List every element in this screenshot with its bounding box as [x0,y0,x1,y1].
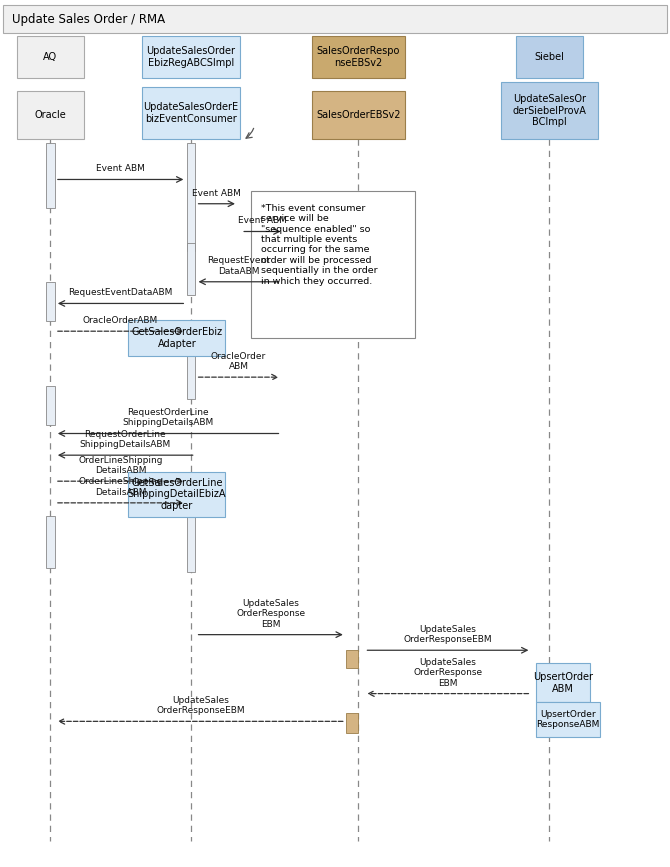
Text: *This event consumer
service will be
"sequence enabled" so
that multiple events
: *This event consumer service will be "se… [261,204,378,285]
Text: SalesOrderRespo
nseEBSv2: SalesOrderRespo nseEBSv2 [317,47,400,68]
FancyBboxPatch shape [186,143,196,251]
Text: SalesOrderEBSv2: SalesOrderEBSv2 [316,110,401,120]
Text: UpdateSalesOrder
EbizRegABCSImpl: UpdateSalesOrder EbizRegABCSImpl [147,47,235,68]
FancyBboxPatch shape [516,36,583,78]
Text: UpdateSales
OrderResponse
EBM: UpdateSales OrderResponse EBM [236,599,306,629]
Text: RequestOrderLine
ShippingDetailsABM: RequestOrderLine ShippingDetailsABM [80,430,171,449]
Text: Update Sales Order / RMA: Update Sales Order / RMA [12,13,165,25]
Text: GetSalesOrderEbiz
Adapter: GetSalesOrderEbiz Adapter [131,328,222,349]
FancyBboxPatch shape [312,36,405,78]
FancyBboxPatch shape [536,702,600,737]
FancyBboxPatch shape [46,386,54,425]
FancyBboxPatch shape [312,91,405,139]
FancyBboxPatch shape [129,472,225,517]
Text: UpsertOrder
ResponseABM: UpsertOrder ResponseABM [536,710,600,729]
Text: UpsertOrder
ABM: UpsertOrder ABM [533,672,593,694]
Text: AQ: AQ [43,52,58,62]
FancyBboxPatch shape [346,713,358,733]
Text: GetSalesOrderLine
ShippingDetailEbizA
dapter: GetSalesOrderLine ShippingDetailEbizA da… [127,478,226,511]
Text: OrderLineShipping
DetailsABM: OrderLineShipping DetailsABM [78,456,163,475]
Text: Siebel: Siebel [535,52,564,62]
FancyBboxPatch shape [186,243,196,295]
FancyBboxPatch shape [545,663,553,728]
FancyBboxPatch shape [17,36,84,78]
Text: UpdateSalesOrderE
bizEventConsumer: UpdateSalesOrderE bizEventConsumer [143,102,239,123]
Text: UpdateSales
OrderResponseEBM: UpdateSales OrderResponseEBM [403,625,492,644]
FancyBboxPatch shape [46,516,54,568]
Text: OracleOrder
ABM: OracleOrder ABM [211,352,266,371]
Text: RequestEvent
DataABM: RequestEvent DataABM [207,257,270,276]
FancyBboxPatch shape [142,36,239,78]
FancyBboxPatch shape [251,191,415,338]
Text: RequestOrderLine
ShippingDetailsABM: RequestOrderLine ShippingDetailsABM [123,408,214,427]
FancyBboxPatch shape [354,234,363,256]
FancyBboxPatch shape [46,282,54,321]
Text: Event ABM: Event ABM [238,217,287,225]
FancyBboxPatch shape [500,82,598,139]
FancyBboxPatch shape [129,320,225,356]
Text: UpdateSales
OrderResponse
EBM: UpdateSales OrderResponse EBM [413,658,482,688]
Text: Oracle: Oracle [34,110,66,120]
Text: Event ABM: Event ABM [96,165,145,173]
FancyBboxPatch shape [3,5,667,33]
Text: OrderLineShipping
DetailsABM: OrderLineShipping DetailsABM [78,478,163,497]
Text: UpdateSales
OrderResponseEBM: UpdateSales OrderResponseEBM [156,696,245,715]
Text: OracleOrderABM: OracleOrderABM [83,316,158,325]
Text: UpdateSalesOr
derSiebelProvA
BCImpl: UpdateSalesOr derSiebelProvA BCImpl [513,94,586,127]
Text: RequestEventDataABM: RequestEventDataABM [68,289,173,297]
FancyBboxPatch shape [46,143,54,208]
FancyBboxPatch shape [17,91,84,139]
FancyBboxPatch shape [186,355,196,399]
FancyBboxPatch shape [186,516,196,572]
FancyBboxPatch shape [142,87,239,139]
FancyBboxPatch shape [346,650,358,668]
Text: Event ABM: Event ABM [192,189,241,198]
FancyBboxPatch shape [536,663,590,702]
